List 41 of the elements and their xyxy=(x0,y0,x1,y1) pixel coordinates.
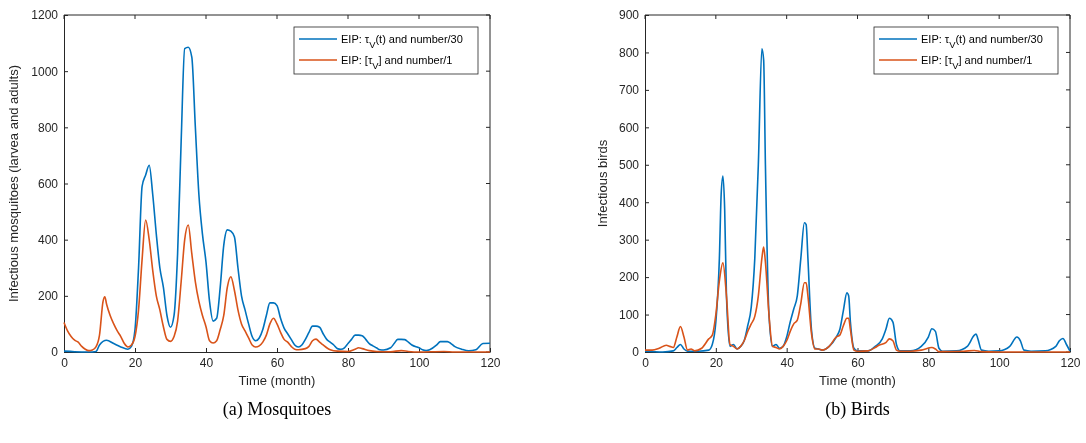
x-axis-title: Time (month) xyxy=(238,373,316,388)
x-tick-label: 80 xyxy=(341,355,356,370)
x-tick-label: 40 xyxy=(199,355,214,370)
x-tick-label: 60 xyxy=(270,355,285,370)
text: (b) Birds xyxy=(825,399,890,420)
y-tick-label: 900 xyxy=(618,8,640,23)
legend-label: EIP: τ$_{V}$(t) and number/30 xyxy=(341,33,463,50)
y-tick-label: 0 xyxy=(51,345,59,360)
text: (a) Mosquitoes xyxy=(222,399,332,420)
y-tick-label: 300 xyxy=(618,233,640,248)
y-tick-label: 400 xyxy=(618,195,640,210)
x-tick-label: 120 xyxy=(480,355,501,370)
legend-label: EIP: [τ$_{V}$] and number/1 xyxy=(341,54,453,71)
legend-label: EIP: [τ$_{V}$] and number/1 xyxy=(921,54,1033,71)
x-tick-label: 0 xyxy=(642,355,650,370)
x-tick-label: 80 xyxy=(922,355,936,370)
y-axis-title: Infectious mosquitoes (larvea and adults) xyxy=(6,64,21,303)
x-tick-label: 120 xyxy=(1060,355,1081,370)
y-tick-label: 100 xyxy=(618,307,640,322)
y-tick-label: 1000 xyxy=(31,64,59,79)
y-tick-label: 800 xyxy=(618,45,640,60)
y-axis-title: Infectious birds xyxy=(595,139,610,228)
x-tick-label: 20 xyxy=(709,355,724,370)
y-tick-label: 200 xyxy=(618,270,640,285)
y-tick-label: 200 xyxy=(37,289,59,304)
y-tick-label: 500 xyxy=(618,158,640,173)
x-tick-label: 0 xyxy=(61,355,69,370)
y-tick-label: 0 xyxy=(632,345,640,360)
y-tick-label: 800 xyxy=(37,120,59,135)
x-tick-label: 100 xyxy=(409,355,430,370)
x-tick-label: 100 xyxy=(989,355,1010,370)
y-tick-label: 600 xyxy=(37,176,59,191)
x-tick-label: 40 xyxy=(780,355,795,370)
legend-label: EIP: τ$_{V}$(t) and number/30 xyxy=(921,33,1043,50)
x-tick-label: 20 xyxy=(128,355,143,370)
x-tick-label: 60 xyxy=(851,355,865,370)
y-tick-label: 400 xyxy=(37,233,59,248)
y-tick-label: 1200 xyxy=(31,8,59,23)
y-tick-label: 700 xyxy=(618,83,640,98)
y-tick-label: 600 xyxy=(618,120,640,135)
x-axis-title: Time (month) xyxy=(819,373,896,388)
